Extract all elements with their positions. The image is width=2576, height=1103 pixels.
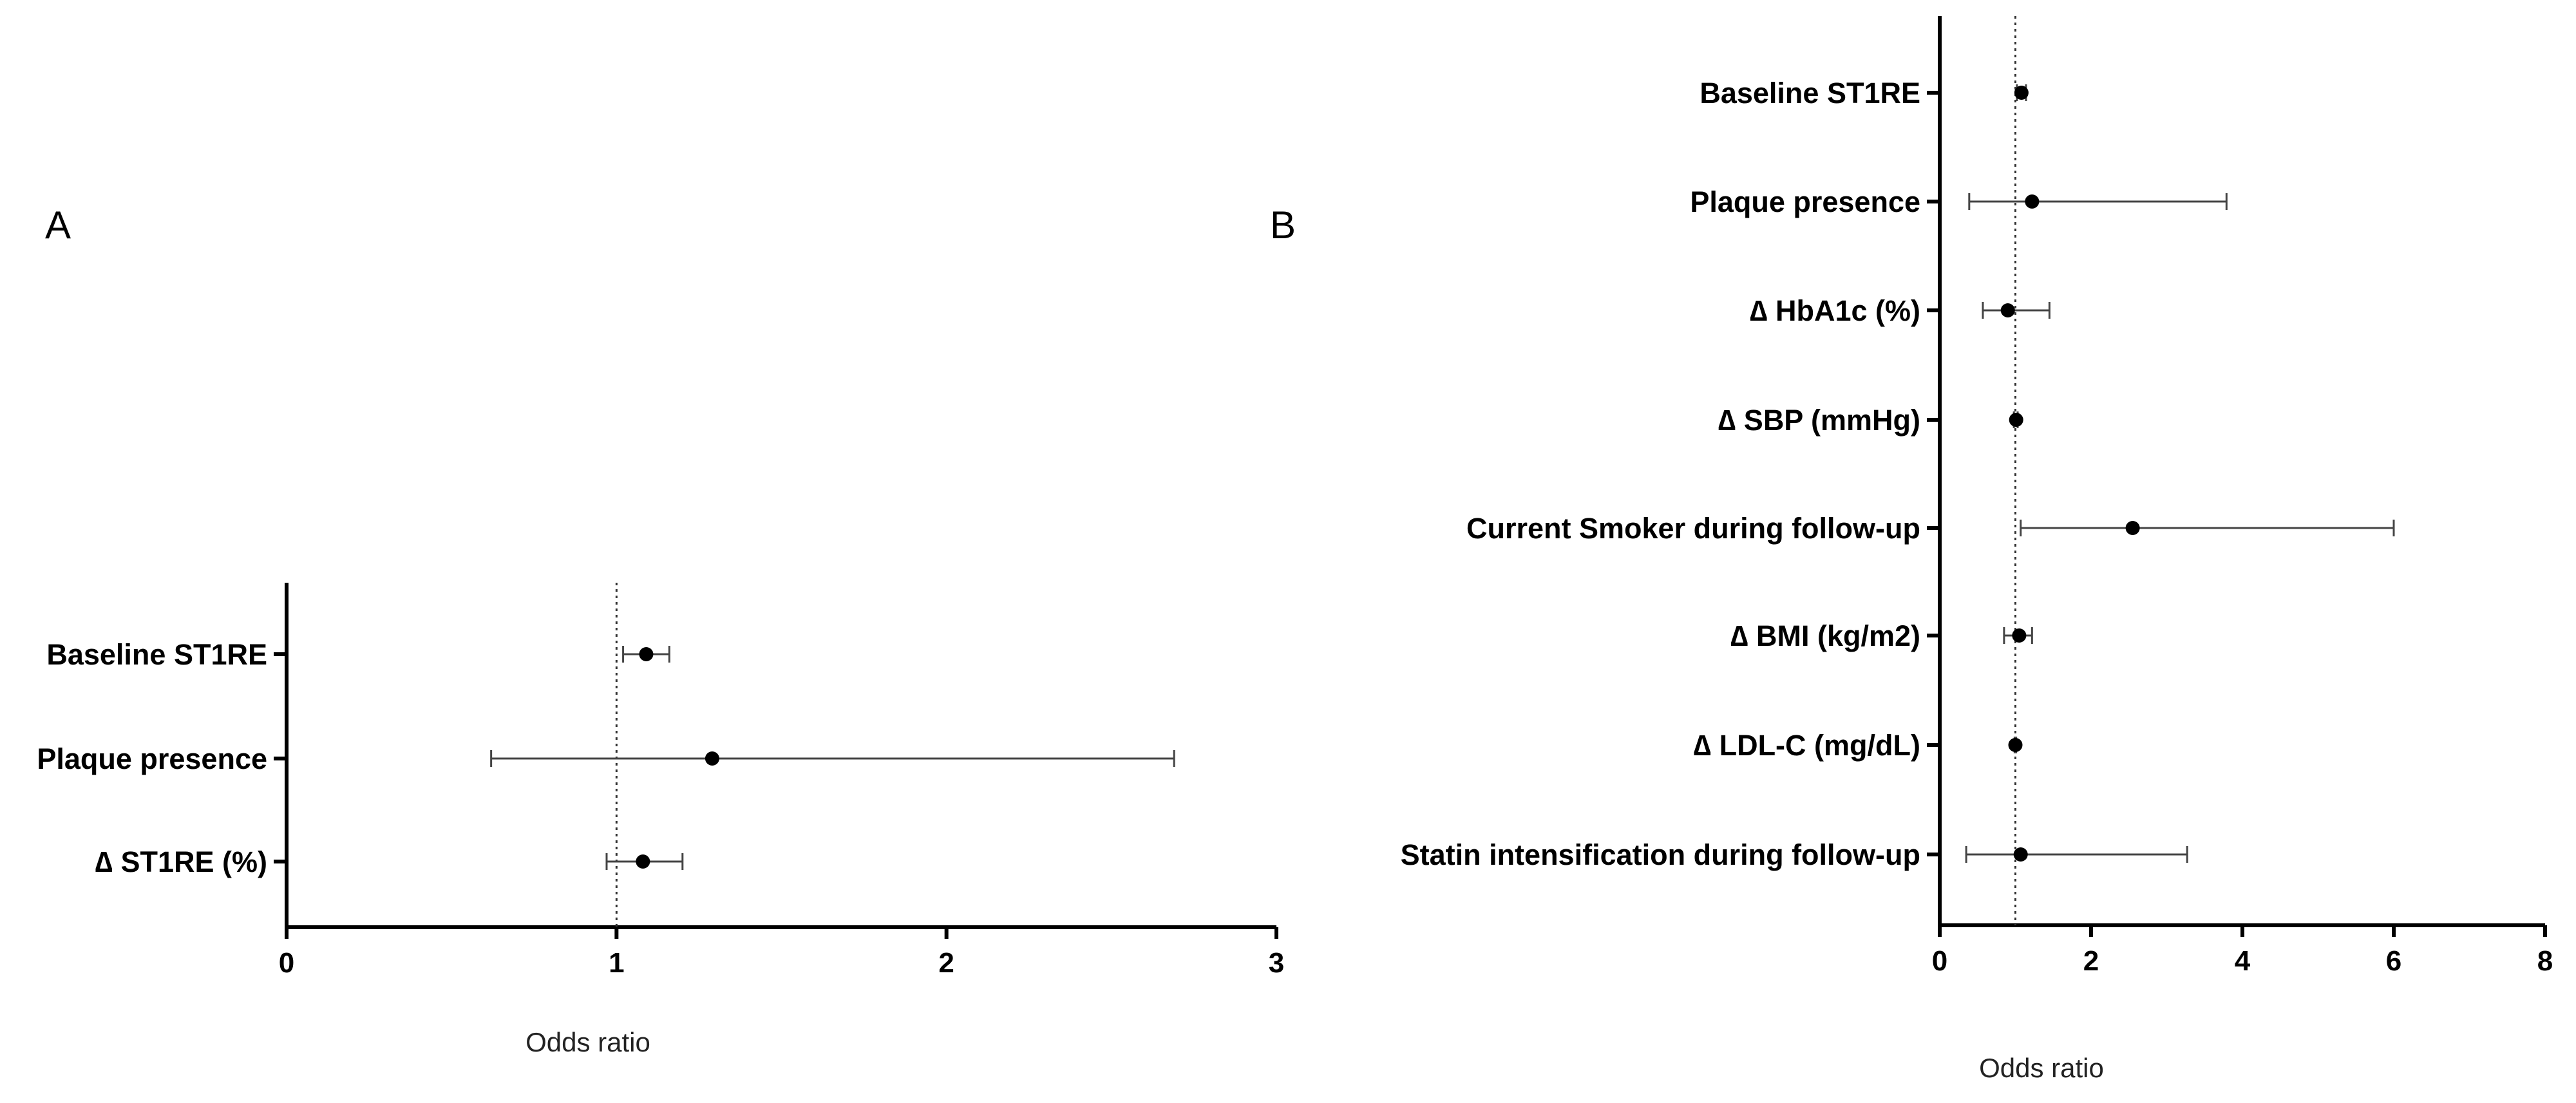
- panel-a-letter: A: [45, 203, 71, 247]
- panel-a-point-estimate: [636, 854, 650, 869]
- panel-a-row-label: Baseline ST1RE: [46, 638, 267, 671]
- panel-a-point-estimate: [639, 647, 654, 661]
- panel-b-point-estimate: [2125, 521, 2140, 535]
- panel-b-point-estimate: [2008, 738, 2023, 752]
- panel-b-row-label: Baseline ST1RE: [1700, 77, 1920, 109]
- panel-b-row-label: ∆ BMI (kg/m2): [1730, 619, 1920, 652]
- panel-b-row-label: ∆ LDL-C (mg/dL): [1694, 729, 1920, 762]
- panel-b-point-estimate: [2025, 194, 2040, 209]
- panel-a-x-tick-label: 0: [279, 947, 294, 979]
- panel-b-row-label: ∆ SBP (mmHg): [1718, 404, 1920, 437]
- panel-b-plot: 0 2 4 6 8 Baseline ST1RE Plaque presence ∆ HbA1…: [1401, 16, 2553, 977]
- panel-b-point-estimate: [2000, 303, 2015, 317]
- panel-b-point-estimate: [2014, 86, 2029, 100]
- panel-b-letter: B: [1270, 203, 1296, 247]
- panel-b-x-tick-label: 4: [2235, 945, 2251, 977]
- panel-a-row-label: ∆ ST1RE (%): [95, 845, 267, 878]
- panel-b-point-estimate: [2013, 847, 2028, 862]
- panel-b-point-estimate: [2009, 413, 2023, 427]
- panel-b-row-label: ∆ HbA1c (%): [1750, 294, 1920, 327]
- panel-b-x-tick-label: 6: [2386, 945, 2401, 977]
- panel-a-point-estimate: [705, 751, 719, 766]
- panel-a-x-axis-title: Odds ratio: [526, 1027, 650, 1057]
- panel-a-x-tick-label: 1: [609, 947, 624, 979]
- panel-b-point-estimate: [2012, 628, 2027, 643]
- panel-b-x-tick-label: 2: [2083, 945, 2099, 977]
- panel-b-row-label: Plaque presence: [1690, 185, 1920, 218]
- panel-b-x-tick-label: 8: [2537, 945, 2553, 977]
- panel-b-x-axis-title: Odds ratio: [1979, 1053, 2104, 1083]
- panel-b-x-tick-label: 0: [1932, 945, 1947, 977]
- panel-a-x-tick-label: 3: [1269, 947, 1284, 979]
- panel-a-row-label: Plaque presence: [37, 742, 267, 775]
- panel-a-x-tick-label: 2: [938, 947, 954, 979]
- panel-b-row-label: Current Smoker during follow-up: [1466, 512, 1920, 545]
- panel-a-plot: 0 1 2 3 Baseline ST1RE Plaque presence ∆ ST1RE…: [37, 583, 1284, 979]
- panel-b-row-label: Statin intensification during follow-up: [1401, 838, 1920, 871]
